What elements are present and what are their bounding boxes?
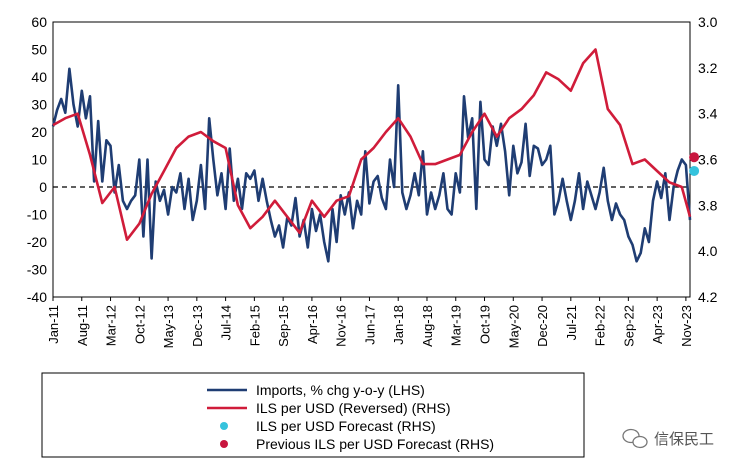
x-tick-label: Oct-19: [478, 305, 493, 344]
left-tick-label: 50: [31, 42, 47, 58]
x-tick-label: Mar-19: [449, 305, 464, 346]
x-tick-label: Jun-17: [362, 305, 377, 345]
x-tick-label: May-20: [506, 305, 521, 348]
x-axis-ticks: Jan-11 Aug-11 Mar-12 Oct-12 May-13 Dec-13 Jul-…: [46, 297, 694, 348]
watermark: 信保民工: [622, 428, 714, 449]
right-tick-label: 3.8: [698, 197, 718, 213]
legend-marker-2: [220, 422, 228, 430]
left-tick-label: 20: [31, 124, 47, 140]
legend-box: [41, 372, 585, 458]
legend-label-1: ILS per USD (Reversed) (RHS): [256, 400, 451, 416]
x-tick-label: Mar-12: [104, 305, 119, 346]
left-tick-label: -30: [27, 262, 47, 278]
plot-area: [51, 21, 700, 298]
wechat-icon: [622, 428, 648, 449]
x-tick-label: Oct-12: [132, 305, 147, 344]
x-tick-label: Apr-16: [305, 305, 320, 344]
x-tick-label: Feb-22: [593, 305, 608, 346]
left-tick-label: -10: [27, 207, 47, 223]
left-tick-label: 40: [31, 69, 47, 85]
right-tick-label: 4.2: [698, 289, 718, 305]
legend: Imports, % chg y-o-y (LHS) ILS per USD (R…: [41, 372, 585, 458]
legend-label-2: ILS per USD Forecast (RHS): [256, 418, 436, 434]
left-tick-label: 0: [39, 179, 47, 195]
x-tick-label: Dec-13: [190, 305, 205, 347]
x-tick-label: Feb-15: [247, 305, 262, 346]
x-tick-label: Jul-21: [564, 305, 579, 340]
right-tick-label: 3.6: [698, 152, 718, 168]
right-tick-label: 4.0: [698, 243, 718, 259]
x-tick-label: Nov-16: [334, 305, 349, 347]
x-tick-label: Jul-14: [219, 305, 234, 340]
x-tick-label: Aug-11: [75, 305, 90, 346]
x-tick-label: Dec-20: [535, 305, 550, 347]
series-line-0: [51, 67, 692, 263]
x-tick-label: Sep-22: [621, 305, 636, 347]
series-line-1: [52, 48, 692, 241]
forecast-point-3: [689, 152, 700, 163]
legend-label-3: Previous ILS per USD Forecast (RHS): [256, 436, 494, 452]
right-tick-label: 3.2: [698, 60, 718, 76]
right-tick-label: 3.4: [698, 106, 718, 122]
x-tick-label: Nov-23: [679, 305, 694, 347]
forecast-point-2: [689, 165, 700, 176]
x-tick-label: Apr-23: [650, 305, 665, 344]
x-tick-label: Jan-11: [46, 305, 61, 344]
x-tick-label: Aug-18: [420, 305, 435, 347]
x-tick-label: May-13: [161, 305, 176, 348]
left-axis-ticks: 60 50 40 30 20 10 0 -10 -20 -30 -40: [27, 14, 47, 305]
x-tick-label: Sep-15: [276, 305, 291, 347]
right-tick-label: 3.0: [698, 14, 718, 30]
left-tick-label: -20: [27, 234, 47, 250]
legend-marker-3: [220, 440, 228, 448]
x-tick-label: Jan-18: [391, 305, 406, 345]
left-tick-label: 10: [31, 152, 47, 168]
watermark-text: 信保民工: [654, 430, 714, 448]
left-tick-label: 30: [31, 97, 47, 113]
right-axis-ticks: 3.0 3.2 3.4 3.6 3.8 4.0 4.2: [698, 14, 718, 305]
left-tick-label: 60: [31, 14, 47, 30]
legend-label-0: Imports, % chg y-o-y (LHS): [256, 382, 425, 398]
left-tick-label: -40: [27, 289, 47, 305]
